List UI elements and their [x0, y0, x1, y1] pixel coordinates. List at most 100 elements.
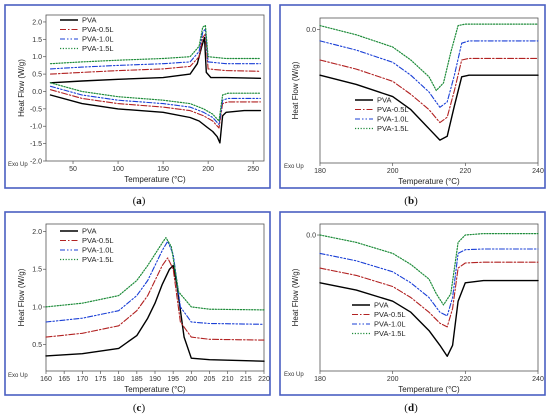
legend-entry: PVA-1.5L — [377, 124, 409, 133]
y-axis-label: Heat Flow (W/g) — [17, 59, 26, 117]
y-axis-label: Heat Flow (W/g) — [291, 268, 300, 326]
series-line-pva-1-5l — [45, 237, 265, 311]
legend-entry: PVA — [82, 227, 96, 236]
y-tick-label: -1.0 — [30, 124, 42, 131]
y-tick-label: 0.0 — [306, 233, 316, 240]
panel-frame — [279, 4, 546, 189]
plot-area — [45, 223, 265, 372]
y-tick-label: 0.0 — [306, 27, 316, 34]
x-tick-label: 200 — [387, 168, 399, 175]
exo-up-label: Exo Up — [8, 373, 28, 379]
series-line-pva — [319, 74, 539, 141]
series-line-pva-1-0l — [49, 85, 261, 126]
y-tick-label: 1.0 — [32, 54, 42, 61]
legend-entry: PVA-1.0L — [82, 246, 114, 255]
legend-entry: PVA-0.5L — [377, 105, 409, 114]
panel-caption: (d) — [404, 402, 418, 414]
series-line-pva-1-0l — [319, 248, 539, 317]
x-tick-label: 180 — [314, 168, 326, 175]
series-line-pva-1-5l — [49, 82, 261, 122]
x-tick-label: 180 — [314, 376, 326, 383]
x-tick-label: 200 — [387, 376, 399, 383]
panel-a: 50 100 150 200 250 -2.0 -1.5 -1.0 -0.5 0.0 0.5 1.0 1… — [4, 4, 271, 207]
panel-caption: (b) — [404, 195, 418, 207]
series-line-pva — [45, 264, 265, 362]
x-tick-label: 205 — [204, 376, 216, 383]
legend-entry: PVA-0.5L — [374, 310, 406, 319]
x-tick-label: 150 — [157, 166, 169, 173]
exo-up-label: Exo Up — [284, 372, 304, 378]
x-tick-label: 190 — [149, 376, 161, 383]
series-line-pva-1-5l — [319, 233, 539, 306]
legend-entry: PVA-1.0L — [82, 35, 114, 44]
y-tick-label: -0.5 — [30, 106, 42, 113]
y-tick-label: 1.5 — [32, 267, 42, 274]
x-axis-label: Temperature (°C) — [398, 177, 460, 186]
panel-frame — [4, 211, 271, 396]
legend-entry: PVA-1.0L — [377, 115, 409, 124]
legend-entry: PVA — [82, 16, 96, 25]
x-tick-label: 240 — [532, 376, 544, 383]
x-tick-label: 195 — [167, 376, 179, 383]
legend-entry: PVA-1.5L — [82, 44, 114, 53]
y-axis-label: Heat Flow (W/g) — [291, 61, 300, 119]
legend-entry: PVA-0.5L — [82, 236, 114, 245]
legend-entry: PVA-0.5L — [82, 25, 114, 34]
panel-caption: (a) — [133, 195, 146, 207]
x-tick-label: 200 — [202, 166, 214, 173]
y-tick-label: 2.0 — [32, 19, 42, 26]
x-tick-label: 165 — [58, 376, 70, 383]
series-line-pva-0-5l — [319, 57, 539, 124]
x-tick-label: 100 — [112, 166, 124, 173]
plot-area — [319, 17, 539, 164]
x-tick-label: 210 — [222, 376, 234, 383]
y-axis-label: Heat Flow (W/g) — [17, 268, 26, 326]
panel-b: 180 200 220 240 0.0 Temperature (°C) Heat Flow… — [279, 4, 546, 207]
panel-caption: (c) — [133, 402, 146, 414]
y-tick-label: 2.0 — [32, 229, 42, 236]
x-tick-label: 180 — [113, 376, 125, 383]
panel-c: 160 165 170 175 180 185 190 195 200 205 210 215 220 0… — [4, 211, 271, 414]
x-tick-label: 50 — [69, 166, 77, 173]
series-line-pva-1-0l — [45, 240, 265, 325]
x-tick-label: 185 — [131, 376, 143, 383]
x-tick-label: 200 — [185, 376, 197, 383]
y-tick-label: -2.0 — [30, 159, 42, 166]
y-tick-label: 0.0 — [32, 89, 42, 96]
x-tick-label: 175 — [95, 376, 107, 383]
x-tick-label: 220 — [258, 376, 270, 383]
x-tick-label: 240 — [532, 168, 544, 175]
legend-entry: PVA-1.0L — [374, 320, 406, 329]
x-tick-label: 220 — [459, 376, 471, 383]
series-line-pva-0-5l — [319, 261, 539, 328]
legend-entry: PVA-1.5L — [374, 329, 406, 338]
series-line-pva-0-5l — [49, 33, 261, 75]
x-tick-label: 215 — [240, 376, 252, 383]
x-axis-label: Temperature (°C) — [124, 385, 186, 394]
legend-entry: PVA-1.5L — [82, 255, 114, 264]
series-line-pva-0-5l — [45, 257, 265, 341]
series-line-pva — [49, 94, 262, 144]
legend-entry: PVA — [377, 96, 391, 105]
y-tick-label: 1.5 — [32, 37, 42, 44]
x-tick-label: 250 — [247, 166, 259, 173]
y-tick-label: -1.5 — [30, 141, 42, 148]
y-tick-label: 1.0 — [32, 304, 42, 311]
panel-frame — [4, 4, 271, 189]
exo-up-label: Exo Up — [8, 162, 28, 168]
series-line-pva-0-5l — [49, 89, 261, 129]
panel-frame — [279, 211, 546, 396]
series-line-pva-1-5l — [319, 23, 539, 92]
y-tick-label: 0.5 — [32, 72, 42, 79]
x-tick-label: 220 — [459, 168, 471, 175]
series-line-pva-1-5l — [49, 24, 261, 65]
legend-entry: PVA — [374, 301, 388, 310]
x-tick-label: 170 — [76, 376, 88, 383]
x-tick-label: 160 — [40, 376, 52, 383]
x-axis-label: Temperature (°C) — [124, 175, 186, 184]
plot-area — [319, 223, 539, 372]
plot-area — [45, 14, 265, 162]
series-line-pva — [319, 279, 539, 357]
x-axis-label: Temperature (°C) — [398, 385, 460, 394]
